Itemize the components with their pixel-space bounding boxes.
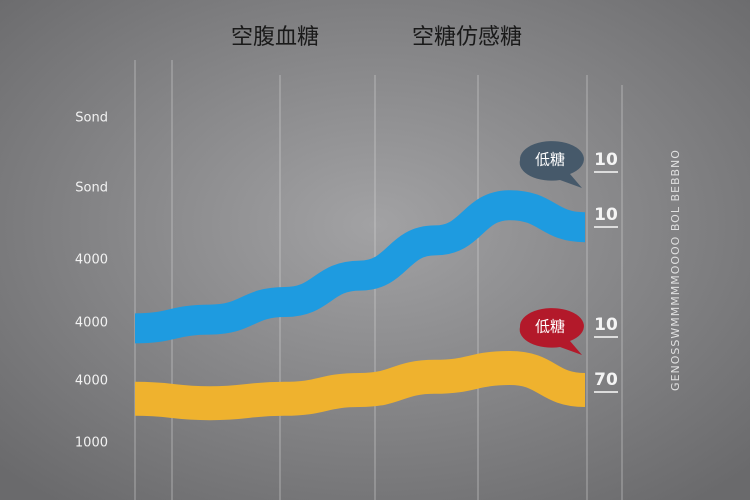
series-band [134, 190, 586, 344]
y-label: 4000 [75, 253, 108, 268]
y-label: 4000 [75, 374, 108, 389]
end-label: 10 [594, 205, 618, 225]
callout-text: 低糖 [535, 318, 565, 336]
side-label: GENOSSWMMMMMOOOO BOL BEBBNO [669, 149, 682, 391]
chart-title: 空腹血糖 [231, 25, 319, 50]
callout-text: 低糖 [535, 151, 565, 169]
callout-bubble [519, 308, 584, 355]
y-label: 1000 [75, 436, 108, 451]
end-label: 10 [594, 150, 618, 170]
y-label: 4000 [75, 316, 108, 331]
chart-subtitle: 空糖仿感糖 [412, 25, 522, 50]
series-band [134, 350, 586, 421]
callout-bubble [519, 141, 584, 188]
y-label: Sond [75, 181, 108, 196]
y-label: Sond [75, 111, 108, 126]
end-label: 70 [594, 370, 618, 390]
end-label: 10 [594, 315, 618, 335]
